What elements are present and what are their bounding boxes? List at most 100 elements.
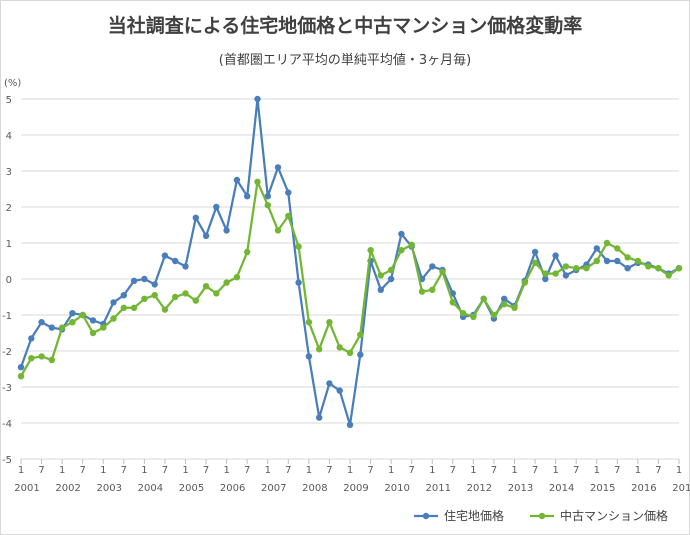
y-tick-label: -5 <box>2 455 12 466</box>
data-point <box>470 313 477 320</box>
data-point <box>28 335 35 342</box>
x-tick-month-label: 1 <box>18 465 24 476</box>
x-tick-year-label: 2007 <box>261 483 286 494</box>
x-tick-year-label: 2001 <box>14 483 39 494</box>
series-1 <box>17 95 683 428</box>
data-point <box>141 275 148 283</box>
x-tick-month-label: 7 <box>162 465 168 476</box>
data-point <box>675 265 683 272</box>
data-point <box>274 164 282 171</box>
data-point <box>614 257 621 265</box>
x-tick-month-label: 1 <box>182 465 188 476</box>
data-point <box>213 290 220 297</box>
series-2 <box>17 178 683 380</box>
data-point <box>655 265 662 272</box>
data-point <box>48 356 55 364</box>
y-tick-label: 2 <box>6 203 12 214</box>
legend-label: 中古マンション価格 <box>560 508 668 523</box>
data-point <box>172 257 179 265</box>
y-axis-unit-label: (%) <box>4 78 21 89</box>
x-tick-month-label: 1 <box>59 465 65 476</box>
data-point <box>326 380 333 387</box>
data-point <box>182 290 189 297</box>
data-point <box>100 324 107 331</box>
x-tick-month-label: 7 <box>244 465 250 476</box>
data-point <box>429 286 436 293</box>
data-point <box>264 193 271 200</box>
y-tick-label: 1 <box>6 239 12 250</box>
x-tick-month-label: 7 <box>367 465 373 476</box>
data-point <box>542 275 549 283</box>
x-tick-month-label: 7 <box>121 465 127 476</box>
x-tick-month-label: 1 <box>511 465 517 476</box>
data-point <box>192 214 199 221</box>
legend-label: 住宅地価格 <box>444 508 504 523</box>
data-point <box>316 414 323 421</box>
data-point <box>449 299 456 306</box>
x-tick-year-label: 2009 <box>343 483 368 494</box>
data-point <box>408 241 415 248</box>
x-tick-year-label: 2011 <box>426 483 451 494</box>
y-tick-label: 0 <box>6 275 12 286</box>
x-tick-month-label: 1 <box>635 465 641 476</box>
x-tick-month-label: 7 <box>203 465 209 476</box>
y-tick-label: -3 <box>2 383 12 394</box>
x-tick-month-label: 1 <box>347 465 353 476</box>
data-point <box>17 364 25 371</box>
data-point <box>233 176 241 184</box>
data-point <box>274 227 282 234</box>
data-point <box>614 245 621 252</box>
data-point <box>295 279 302 286</box>
series-line <box>19 97 680 426</box>
data-point <box>38 353 45 360</box>
x-tick-year-label: 2005 <box>179 483 204 494</box>
data-point <box>634 257 642 265</box>
data-point <box>593 257 600 265</box>
data-point <box>213 203 220 211</box>
data-point <box>521 279 528 286</box>
data-point <box>552 270 559 277</box>
data-point <box>336 387 343 394</box>
data-point <box>480 295 487 302</box>
data-point <box>377 272 384 279</box>
data-point <box>552 252 559 259</box>
x-tick-month-label: 1 <box>594 465 600 476</box>
x-tick-year-label: 2012 <box>467 483 492 494</box>
data-point <box>583 265 590 272</box>
x-tick-month-label: 1 <box>470 465 476 476</box>
data-point <box>624 254 631 261</box>
x-tick-month-label: 7 <box>491 465 497 476</box>
data-point <box>38 319 45 326</box>
data-point <box>17 373 25 380</box>
x-tick-month-label: 7 <box>38 465 44 476</box>
y-tick-label: -2 <box>2 347 12 358</box>
data-point <box>336 344 343 351</box>
legend-marker <box>538 512 546 520</box>
x-tick-month-label: 1 <box>552 465 558 476</box>
x-tick-year-label: 2002 <box>55 483 80 494</box>
x-tick-year-label: 2010 <box>384 483 409 494</box>
data-point <box>161 252 169 259</box>
data-point <box>254 95 261 103</box>
x-tick-month-label: 7 <box>532 465 538 476</box>
data-point <box>130 304 138 311</box>
x-tick-month-label: 1 <box>388 465 394 476</box>
data-point <box>665 272 672 279</box>
x-tick-year-label: 2006 <box>220 483 245 494</box>
data-point <box>264 202 271 209</box>
data-point <box>398 247 405 254</box>
x-tick-month-label: 1 <box>100 465 106 476</box>
x-tick-month-label: 7 <box>285 465 291 476</box>
data-point <box>624 265 631 272</box>
data-point <box>387 266 395 274</box>
x-tick-month-label: 7 <box>573 465 579 476</box>
data-point <box>367 247 374 254</box>
y-tick-label: -4 <box>2 419 12 430</box>
data-point <box>346 349 354 356</box>
data-point <box>593 245 600 252</box>
x-tick-month-label: 7 <box>326 465 332 476</box>
data-point <box>89 317 97 324</box>
x-tick-month-label: 7 <box>655 465 661 476</box>
data-point <box>69 319 76 326</box>
